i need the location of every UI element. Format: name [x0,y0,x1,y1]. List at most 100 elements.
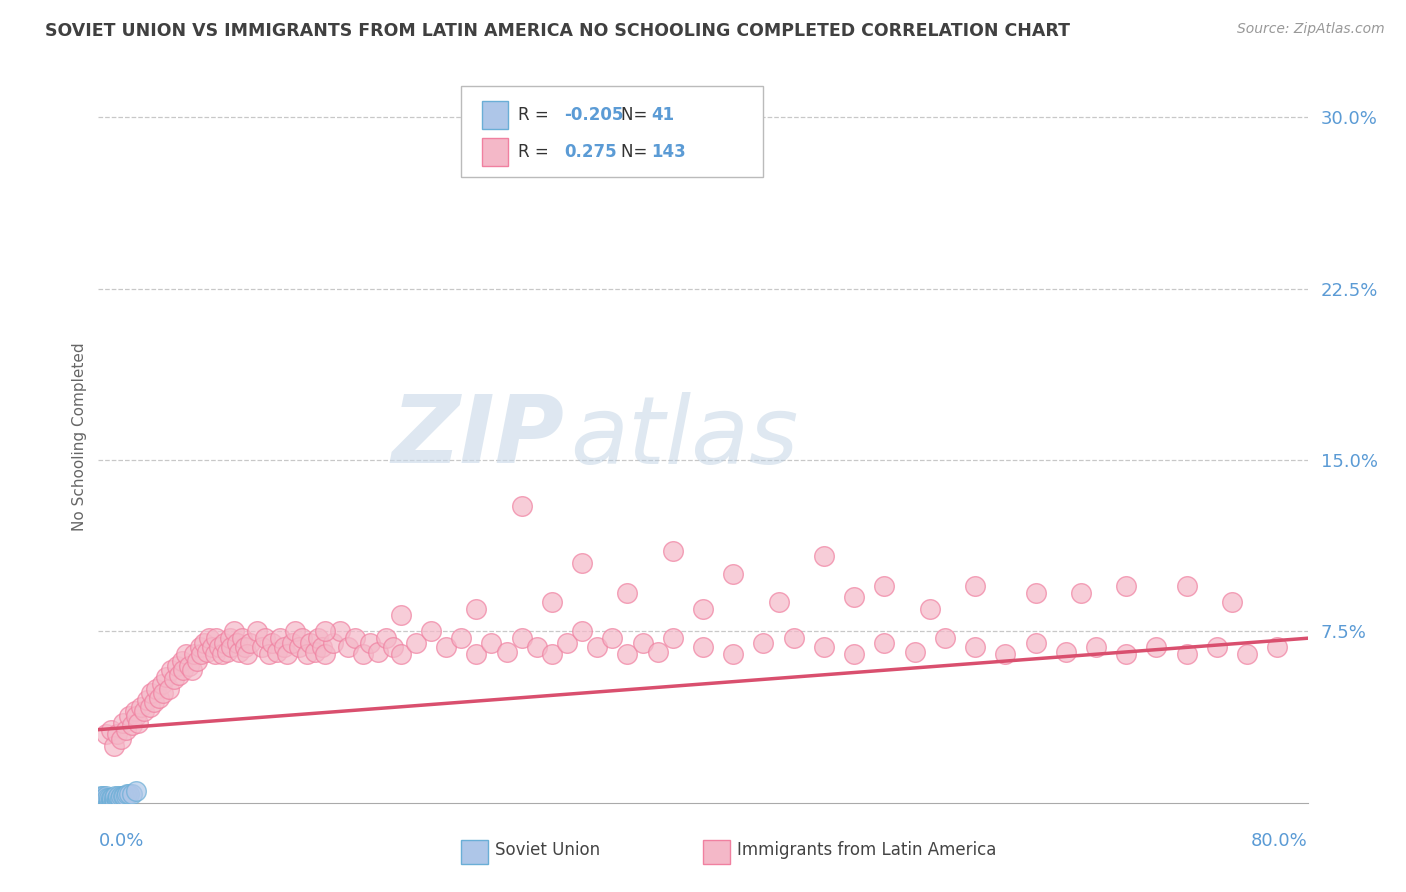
Point [235,647,257,661]
Point [101,791,124,805]
Point [98,796,121,810]
Point [148,690,170,705]
Point [103,739,125,753]
Point [904,645,927,659]
Point [170,654,193,668]
Point [127,715,149,730]
Point [586,640,609,655]
Point [115,787,138,801]
Point [186,654,208,668]
Point [918,601,941,615]
Point [108,791,131,805]
Point [344,632,367,646]
Point [994,647,1017,661]
Text: SOVIET UNION VS IMMIGRANTS FROM LATIN AMERICA NO SCHOOLING COMPLETED CORRELATION: SOVIET UNION VS IMMIGRANTS FROM LATIN AM… [45,22,1070,40]
Point [322,636,344,650]
Point [1220,595,1243,609]
Point [291,632,314,646]
Point [159,681,181,696]
Point [91,793,114,807]
Point [510,499,533,513]
Point [181,663,204,677]
Point [215,645,238,659]
Point [336,640,359,655]
Point [104,793,127,807]
Point [288,640,311,655]
Point [114,723,136,737]
Text: 80.0%: 80.0% [1251,832,1308,850]
Point [768,595,790,609]
Point [96,791,118,805]
Text: ZIP: ZIP [391,391,564,483]
Point [118,709,141,723]
Point [179,658,201,673]
Point [93,793,115,807]
Point [616,647,638,661]
Text: R =: R = [517,143,554,161]
Point [132,705,155,719]
Point [89,791,111,805]
Point [107,791,129,805]
Point [307,632,329,646]
Point [93,791,115,805]
Point [145,681,167,696]
Point [105,727,128,741]
Point [661,544,683,558]
Point [172,663,194,677]
Point [125,784,148,798]
Point [94,727,117,741]
Point [311,640,333,655]
Point [166,658,188,673]
Point [262,636,284,650]
Point [121,718,143,732]
Point [208,640,231,655]
Point [139,699,162,714]
Point [555,636,578,650]
Text: 0.0%: 0.0% [98,832,143,850]
Point [281,636,304,650]
FancyBboxPatch shape [482,102,509,129]
Point [201,640,224,655]
Point [495,645,517,659]
Point [101,793,124,807]
Point [314,624,336,639]
Point [631,636,654,650]
Point [118,787,141,801]
Point [1267,640,1289,655]
Point [90,796,112,810]
Point [93,796,115,810]
Point [231,632,253,646]
Point [783,632,806,646]
Point [1024,585,1046,599]
Point [233,640,256,655]
Point [105,791,128,805]
Point [844,647,866,661]
Point [224,624,246,639]
Point [284,624,307,639]
Point [100,791,122,805]
Point [112,789,135,803]
Point [100,793,122,807]
Point [465,647,488,661]
Point [1236,647,1258,661]
Point [212,636,235,650]
Point [450,632,472,646]
Point [692,601,714,615]
Point [661,632,683,646]
Point [204,647,226,661]
Point [352,647,374,661]
Point [228,645,250,659]
Point [96,796,118,810]
Point [329,624,352,639]
Point [90,793,112,807]
Point [405,636,427,650]
Point [510,632,533,646]
Point [107,789,129,803]
Point [382,640,405,655]
Point [211,647,233,661]
Point [1115,647,1137,661]
Point [219,632,242,646]
FancyBboxPatch shape [703,840,730,863]
Point [114,789,136,803]
Point [174,647,197,661]
